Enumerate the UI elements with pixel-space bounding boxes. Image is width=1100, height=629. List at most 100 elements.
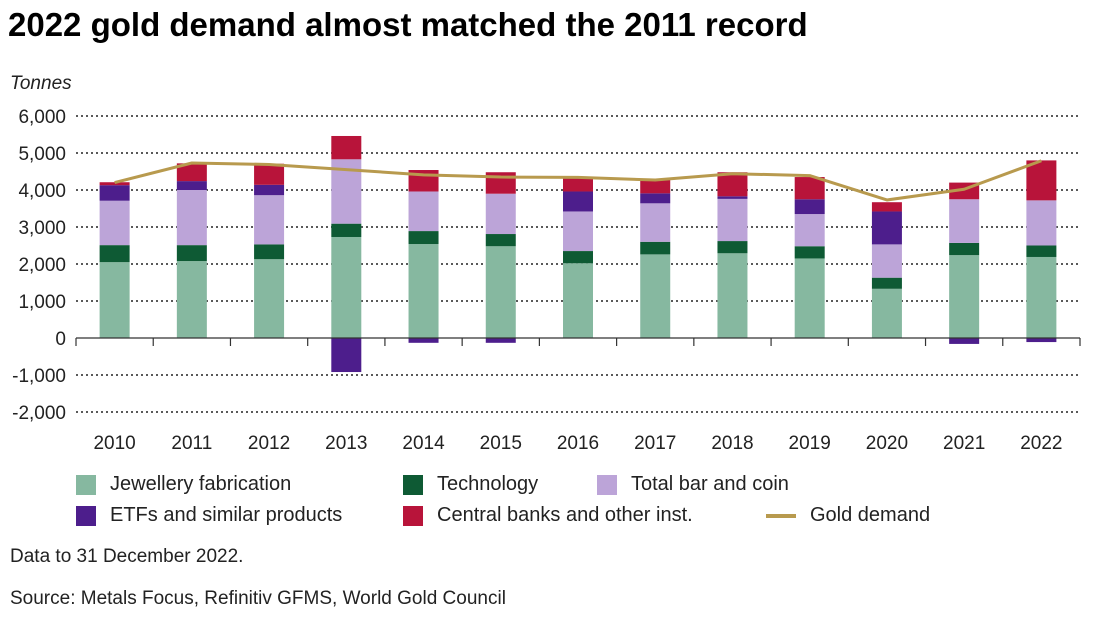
bar-segment-technology-2015 (485, 234, 516, 247)
bar-segment-bar-and-coin-2012 (254, 195, 285, 245)
legend-swatch-bar-and-coin (597, 474, 617, 495)
y-tick-label: 2,000 (18, 255, 66, 276)
legend-item-technology: Technology (403, 473, 538, 496)
bar-segment-etfs-2020 (871, 211, 902, 245)
bar-segment-technology-2019 (794, 246, 825, 259)
bar-segment-etfs-2014 (408, 338, 439, 343)
bar-segment-central-banks-2022 (1026, 160, 1057, 201)
source-note: Source: Metals Focus, Refinitiv GFMS, Wo… (10, 588, 506, 609)
bar-segment-bar-and-coin-2011 (176, 190, 207, 246)
bar-segment-etfs-2015 (485, 338, 516, 343)
bar-segment-jewellery-2014 (408, 244, 439, 338)
bar-segment-jewellery-2010 (99, 262, 130, 338)
bar-segment-technology-2020 (871, 277, 902, 289)
bar-segment-jewellery-2015 (485, 246, 516, 338)
bar-segment-bar-and-coin-2018 (717, 198, 748, 242)
x-tick-label: 2018 (711, 433, 753, 454)
bar-segment-etfs-2011 (176, 181, 207, 190)
legend-swatch-jewellery (76, 474, 96, 495)
legend-label-central-banks: Central banks and other inst. (437, 504, 693, 526)
legend-label-technology: Technology (437, 473, 539, 495)
x-tick-label: 2019 (789, 433, 831, 454)
legend-item-etfs: ETFs and similar products (76, 504, 342, 527)
bar-segment-jewellery-2017 (640, 254, 671, 338)
legend-item-bar-and-coin: Total bar and coin (597, 473, 789, 496)
bar-segment-technology-2022 (1026, 245, 1057, 257)
legend-label-jewellery: Jewellery fabrication (110, 473, 292, 495)
bar-segment-etfs-2010 (99, 185, 130, 201)
legend-swatch-etfs (76, 505, 96, 526)
x-tick-label: 2020 (866, 433, 908, 454)
bar-segment-central-banks-2018 (717, 172, 748, 197)
x-tick-label: 2022 (1020, 433, 1062, 454)
gold-demand-line (114, 159, 1042, 202)
bar-segment-technology-2021 (949, 242, 980, 256)
x-tick-label: 2013 (325, 433, 367, 454)
bar-segment-technology-2011 (176, 245, 207, 262)
x-tick-label: 2014 (402, 433, 445, 454)
chart-title: 2022 gold demand almost matched the 2011… (8, 6, 808, 43)
bar-segment-etfs-2021 (949, 338, 980, 344)
bar-segment-central-banks-2020 (871, 202, 902, 212)
bar-segment-jewellery-2016 (563, 263, 593, 338)
bar-segment-jewellery-2021 (949, 255, 980, 338)
y-tick-label: 0 (55, 329, 66, 350)
x-tick-label: 2010 (93, 433, 135, 454)
x-tick-label: 2021 (943, 433, 985, 454)
bar-segment-bar-and-coin-2021 (949, 199, 980, 243)
legend-swatch-gold-demand (766, 513, 796, 518)
bar-segment-central-banks-2010 (99, 182, 130, 186)
bar-segment-etfs-2016 (563, 191, 593, 212)
stacked-bar-chart: 6,000 5,000 4,000 3,000 2,000 1,000 0 -1,000 -2,… (12, 107, 1081, 454)
bar-segment-bar-and-coin-2014 (408, 191, 439, 232)
bar-segment-central-banks-2017 (640, 179, 671, 194)
bar-segment-central-banks-2011 (176, 163, 207, 182)
x-tick-label: 2012 (248, 433, 290, 454)
legend-item-central-banks: Central banks and other inst. (403, 504, 693, 527)
bar-segment-technology-2017 (640, 241, 671, 255)
y-axis-unit-label: Tonnes (10, 73, 72, 94)
bar-segment-bar-and-coin-2020 (871, 244, 902, 278)
x-tick-label: 2016 (557, 433, 599, 454)
bar-segment-bar-and-coin-2015 (485, 193, 516, 235)
bar-segment-technology-2010 (99, 245, 130, 263)
data-note: Data to 31 December 2022. (10, 546, 244, 567)
bar-segment-technology-2018 (717, 241, 748, 254)
x-tick-label: 2017 (634, 433, 676, 454)
bar-segment-jewellery-2020 (871, 288, 902, 338)
bar-segment-jewellery-2022 (1026, 256, 1057, 338)
chart-legend: Jewellery fabrication Technology Total b… (76, 473, 1076, 533)
bar-segment-jewellery-2019 (794, 258, 825, 338)
y-tick-label: 3,000 (18, 218, 66, 239)
bar-segment-etfs-2019 (794, 199, 825, 215)
y-tick-label: -1,000 (12, 366, 66, 387)
bar-segment-jewellery-2012 (254, 259, 285, 338)
bar-segment-central-banks-2019 (794, 177, 825, 200)
legend-swatch-technology (403, 474, 423, 495)
x-tick-label: 2011 (171, 433, 212, 454)
bar-segment-bar-and-coin-2019 (794, 214, 825, 247)
legend-item-gold-demand: Gold demand (766, 504, 930, 527)
bar-segment-technology-2012 (254, 244, 285, 260)
legend-label-gold-demand: Gold demand (810, 504, 931, 526)
y-tick-label: -2,000 (12, 403, 66, 424)
bar-segment-bar-and-coin-2017 (640, 203, 671, 242)
bar-segment-etfs-2012 (254, 184, 285, 196)
bar-segment-technology-2016 (563, 251, 593, 264)
y-tick-label: 4,000 (18, 181, 66, 202)
bar-segment-central-banks-2013 (331, 135, 362, 160)
bar-segment-central-banks-2016 (563, 177, 593, 192)
y-tick-label: 6,000 (18, 107, 66, 128)
bar-segment-bar-and-coin-2022 (1026, 200, 1057, 246)
x-tick-label: 2015 (480, 433, 522, 454)
bar-segment-bar-and-coin-2010 (99, 200, 130, 246)
bar-segment-etfs-2017 (640, 193, 671, 204)
bar-segment-central-banks-2012 (254, 163, 285, 185)
bar-segment-bar-and-coin-2016 (563, 211, 593, 252)
legend-label-bar-and-coin: Total bar and coin (631, 473, 789, 495)
bar-segment-jewellery-2011 (176, 261, 207, 338)
bar-segment-technology-2014 (408, 231, 439, 245)
y-tick-label: 5,000 (18, 144, 66, 165)
legend-item-jewellery: Jewellery fabrication (76, 473, 291, 496)
bar-segment-jewellery-2018 (717, 253, 748, 338)
